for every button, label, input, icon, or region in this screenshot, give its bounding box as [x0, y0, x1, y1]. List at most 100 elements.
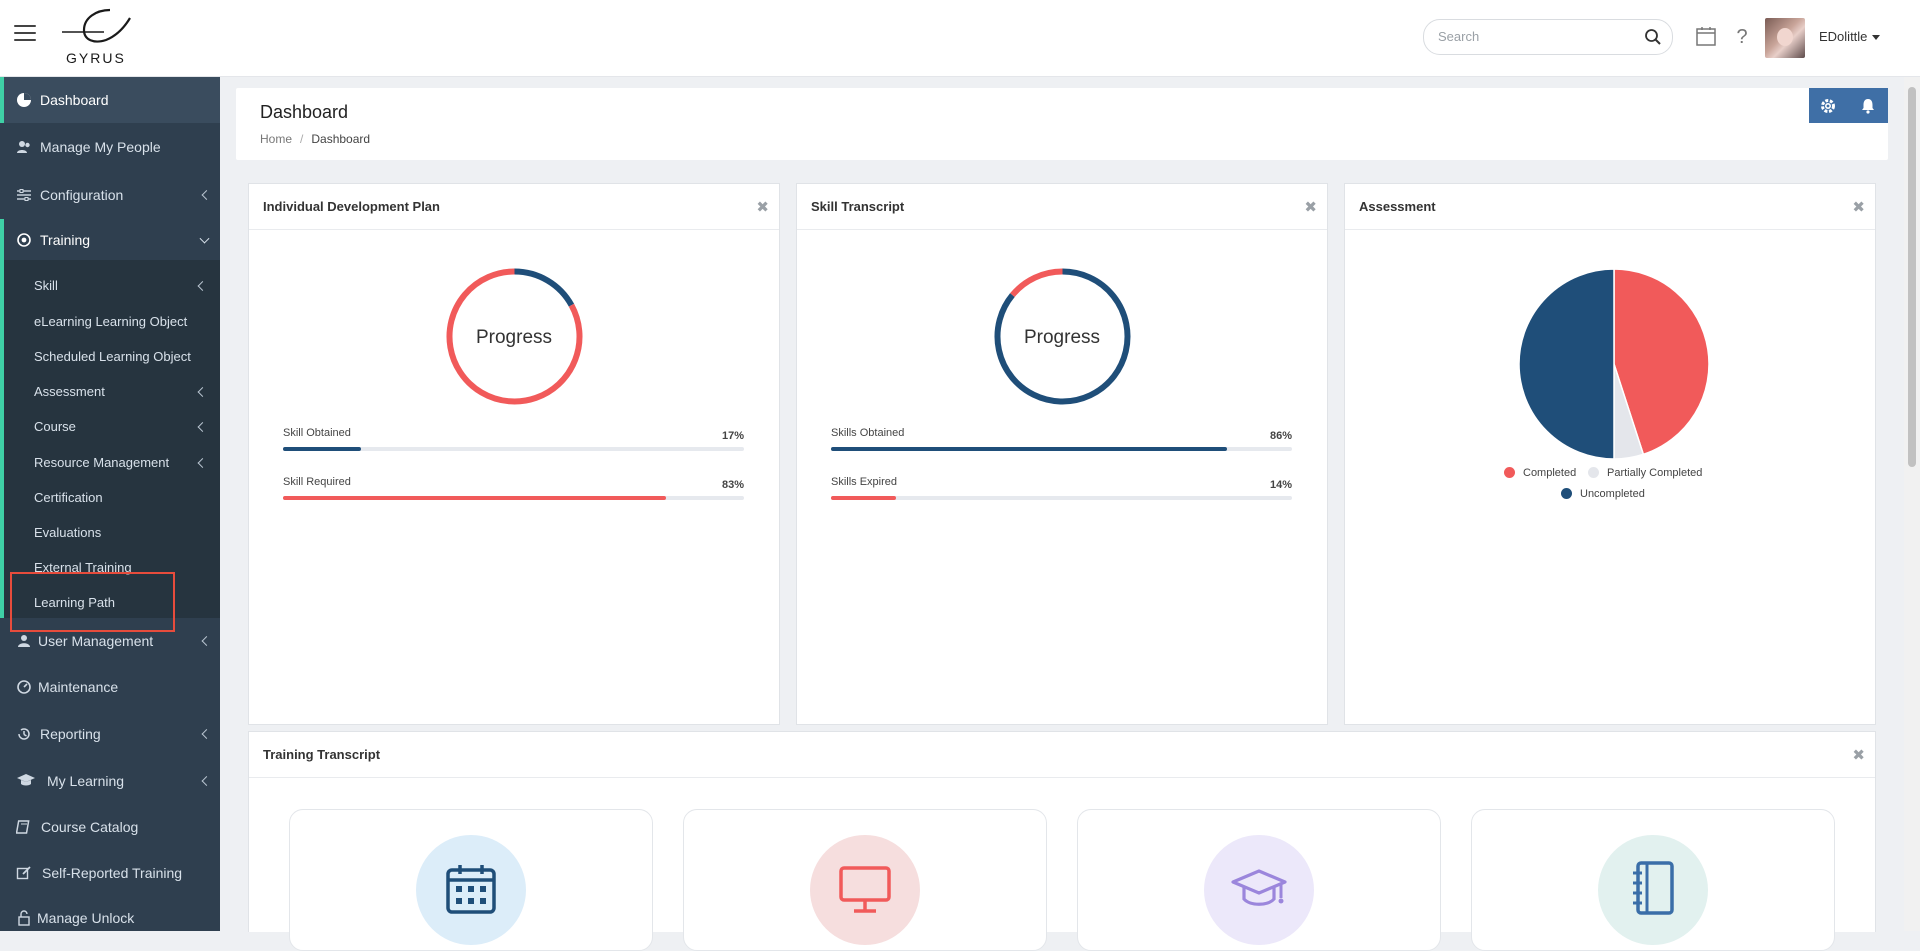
sidebar-item-label: My Learning: [47, 773, 125, 789]
logo-text: GYRUS: [66, 50, 126, 66]
sidebar-item-user-management[interactable]: User Management: [0, 618, 220, 664]
sidebar-subitem-evaluations[interactable]: Evaluations: [34, 525, 101, 540]
sidebar-item-dashboard[interactable]: Dashboard: [0, 77, 220, 123]
calendar-icon[interactable]: [1694, 24, 1718, 48]
assessment-widget: Assessment ✖ Completed Partially Complet…: [1344, 183, 1876, 725]
donut-center-label: Progress: [1023, 327, 1101, 348]
chevron-left-icon: [197, 386, 208, 397]
user-name: EDolittle: [1819, 29, 1868, 44]
breadcrumb-home[interactable]: Home: [260, 132, 293, 146]
gauge-icon: [17, 680, 31, 694]
legend-label: Uncompleted: [1580, 488, 1645, 500]
progress-label: Skill Required: [283, 476, 351, 488]
sidebar-item-training[interactable]: Training: [0, 219, 220, 261]
page-title: Dashboard: [260, 102, 349, 122]
sidebar-item-label: Manage Unlock: [37, 910, 135, 926]
hamburger-menu-icon[interactable]: [14, 25, 36, 43]
pie-slice-completed[interactable]: [1613, 268, 1710, 456]
skill-donut-segment-0: [994, 268, 1131, 405]
sidebar-item-course-catalog[interactable]: Course Catalog: [0, 804, 220, 850]
search-input[interactable]: [1436, 28, 1640, 45]
progress-track: [283, 496, 744, 500]
sidebar-subitem-external-training[interactable]: External Training: [34, 560, 132, 575]
training-transcript-widget: Training Transcript ✖: [248, 731, 1876, 951]
sidebar-item-my-learning[interactable]: My Learning: [0, 758, 220, 804]
sliders-icon: [17, 189, 31, 201]
sidebar-subitem-skill[interactable]: Skill: [34, 278, 220, 293]
close-icon[interactable]: ✖: [1852, 199, 1865, 216]
close-icon[interactable]: ✖: [756, 199, 769, 216]
sidebar-item-reporting[interactable]: Reporting: [0, 710, 220, 758]
top-bar: GYRUS ? EDolittle: [0, 0, 1920, 77]
sidebar-subitem-assessment[interactable]: Assessment: [34, 384, 220, 399]
search-icon[interactable]: [1644, 28, 1662, 46]
subitem-label: Scheduled Learning Object: [34, 349, 191, 364]
avatar[interactable]: [1765, 18, 1805, 58]
subitem-label: eLearning Learning Object: [34, 314, 188, 329]
sidebar-item-manage-my-people[interactable]: Manage My People: [0, 123, 220, 171]
graduation-cap-icon: [1231, 869, 1287, 906]
subitem-label: Course: [34, 419, 76, 434]
subitem-label: External Training: [34, 560, 132, 575]
header-actions: [1809, 88, 1888, 123]
subitem-label: Assessment: [34, 384, 105, 399]
chevron-down-icon: [199, 233, 210, 244]
breadcrumb: Home / Dashboard: [260, 132, 370, 146]
sidebar-subitem-scheduled[interactable]: Scheduled Learning Object: [34, 349, 191, 364]
close-icon[interactable]: ✖: [1852, 747, 1865, 764]
sidebar-item-configuration[interactable]: Configuration: [0, 171, 220, 219]
sidebar-item-maintenance[interactable]: Maintenance: [0, 664, 220, 710]
sidebar-item-self-reported-training[interactable]: Self-Reported Training: [0, 850, 220, 896]
chevron-left-icon: [201, 729, 212, 739]
widget-title: Assessment: [1359, 199, 1436, 214]
sidebar-item-manage-unlock[interactable]: Manage Unlock: [0, 896, 220, 931]
highlight-box: [10, 572, 175, 632]
sidebar-subitem-certification[interactable]: Certification: [34, 490, 103, 505]
sidebar-item-label: User Management: [38, 633, 154, 649]
skill-donut-chart: [994, 268, 1131, 405]
breadcrumb-current: Dashboard: [311, 132, 371, 146]
bell-icon[interactable]: [1859, 97, 1877, 115]
subitem-label: Certification: [34, 490, 103, 505]
donut-center-label: Progress: [475, 327, 553, 348]
training-transcript-card-calendar[interactable]: [289, 809, 653, 951]
book-icon: [16, 820, 30, 834]
icon-circle: [1204, 835, 1314, 945]
page-scrollbar[interactable]: [1904, 77, 1920, 931]
legend-item-uncompleted: Uncompleted: [1561, 487, 1645, 500]
widget-header: Individual Development Plan ✖: [249, 184, 779, 230]
progress-percent: 83%: [721, 479, 744, 491]
pie-slice-uncompleted[interactable]: [1518, 268, 1615, 460]
help-icon[interactable]: ?: [1730, 24, 1754, 48]
sidebar-subitem-learning-path[interactable]: Learning Path: [34, 595, 115, 610]
subitem-label: Resource Management: [34, 455, 170, 470]
chevron-left-icon: [197, 457, 208, 468]
unlock-icon: [18, 910, 30, 926]
gyrus-logo[interactable]: [58, 4, 138, 68]
calendar-icon: [446, 865, 496, 914]
sidebar-subitem-course[interactable]: Course: [34, 419, 220, 434]
widget-header: Training Transcript ✖: [249, 732, 1875, 778]
legend-item-completed: Completed: [1504, 466, 1576, 479]
training-transcript-card-monitor[interactable]: [683, 809, 1047, 951]
progress-fill: [283, 447, 362, 451]
sidebar-item-label: Self-Reported Training: [42, 865, 183, 881]
close-icon[interactable]: ✖: [1304, 199, 1317, 216]
idp-donut-segment-1: [446, 268, 583, 405]
sidebar-subitem-elearning[interactable]: eLearning Learning Object: [34, 314, 187, 329]
progress-track: [831, 496, 1292, 500]
sidebar-item-label: Reporting: [40, 726, 101, 742]
legend-dot: [1504, 466, 1515, 478]
user-menu[interactable]: EDolittle: [1819, 29, 1881, 44]
history-icon: [18, 728, 30, 740]
legend-label: Partially Completed: [1607, 467, 1703, 479]
sidebar-subitem-resource-management[interactable]: Resource Management: [34, 455, 220, 470]
legend-item-partially-completed: Partially Completed: [1588, 466, 1703, 479]
widget-title: Individual Development Plan: [263, 199, 440, 214]
gear-icon[interactable]: [1819, 97, 1837, 115]
training-transcript-card-notebook[interactable]: [1471, 809, 1835, 951]
assessment-pie-chart: [1518, 268, 1710, 460]
scroll-thumb[interactable]: [1908, 87, 1916, 467]
legend-dot: [1561, 487, 1572, 499]
training-transcript-card-graduation[interactable]: [1077, 809, 1441, 951]
